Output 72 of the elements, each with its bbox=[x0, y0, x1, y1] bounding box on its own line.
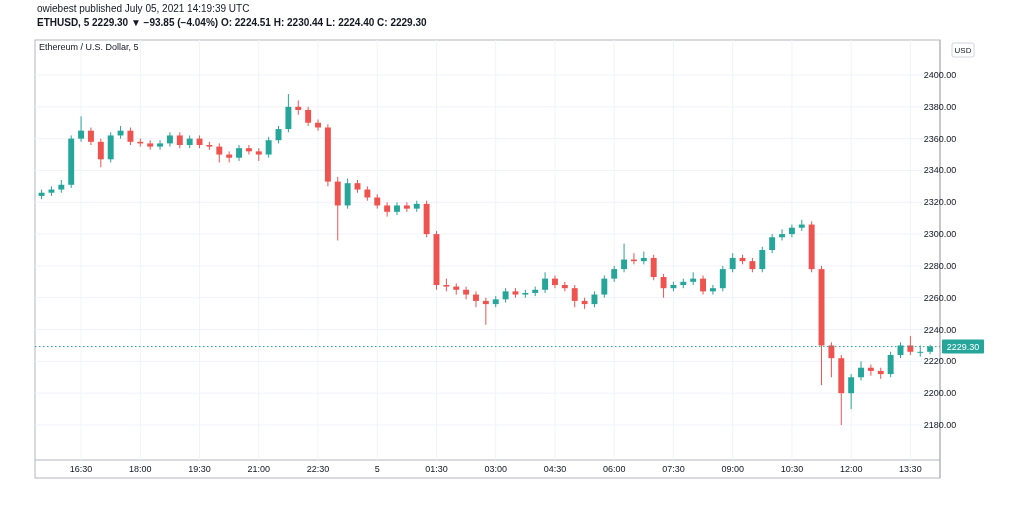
x-tick-label: 04:30 bbox=[543, 464, 567, 474]
x-tick-label: 09:00 bbox=[721, 464, 744, 474]
y-tick-label: 2240.00 bbox=[923, 324, 957, 335]
y-tick-label: 2400.00 bbox=[923, 70, 957, 80]
candlestick bbox=[344, 177, 351, 210]
x-tick-label: 01:30 bbox=[425, 464, 448, 474]
x-tick-label: 21:00 bbox=[247, 464, 271, 474]
candlestick bbox=[571, 284, 578, 308]
candlestick bbox=[660, 273, 667, 299]
y-tick-label: 2340.00 bbox=[923, 165, 957, 176]
candlestick bbox=[107, 131, 114, 163]
candlestick bbox=[384, 201, 391, 218]
candlestick bbox=[709, 284, 716, 296]
candlestick bbox=[779, 228, 785, 241]
candlestick bbox=[305, 106, 312, 127]
candlestick bbox=[265, 136, 272, 159]
y-tick-label: 2380.00 bbox=[923, 101, 957, 112]
candlestick bbox=[867, 364, 874, 377]
candlestick bbox=[315, 119, 321, 132]
ref-line-label: 2229.30 bbox=[946, 341, 980, 352]
y-tick-label: 2200.00 bbox=[923, 388, 957, 399]
x-tick-label: 06:00 bbox=[602, 464, 626, 474]
candlestick bbox=[473, 290, 479, 308]
x-tick-label: 10:30 bbox=[780, 464, 804, 474]
candlestick bbox=[828, 341, 835, 378]
x-tick-label: 5 bbox=[374, 464, 380, 474]
chart-title: Ethereum / U.S. Dollar, 5 bbox=[39, 42, 139, 52]
candlestick bbox=[621, 243, 628, 273]
candlestick bbox=[759, 246, 766, 273]
y-tick-label: 2300.00 bbox=[923, 229, 957, 240]
candlestick bbox=[334, 176, 341, 241]
candlestick bbox=[245, 144, 252, 156]
x-tick-label: 16:30 bbox=[69, 464, 93, 474]
candlestick bbox=[700, 274, 707, 296]
candlestick bbox=[166, 131, 173, 148]
candlestick bbox=[403, 201, 410, 213]
text: owiebest published July 05, 2021 14:19:39 UTC bbox=[37, 3, 250, 14]
candlestick bbox=[907, 335, 914, 356]
x-tick-label: 18:00 bbox=[129, 464, 152, 474]
x-tick-label: 03:00 bbox=[484, 464, 507, 474]
candlestick bbox=[769, 233, 776, 254]
candlestick bbox=[394, 201, 400, 216]
y-tick-label: 2260.00 bbox=[923, 292, 957, 303]
x-tick-label: 22:30 bbox=[306, 464, 330, 474]
candlestick bbox=[463, 286, 470, 300]
candlestick bbox=[216, 142, 223, 163]
candlestick bbox=[848, 373, 855, 410]
candlestick bbox=[482, 297, 489, 326]
candlestick bbox=[285, 93, 292, 133]
y-tick-label: 2280.00 bbox=[923, 260, 957, 271]
candlestick bbox=[542, 271, 549, 294]
candlestick bbox=[552, 274, 558, 289]
candlestick bbox=[97, 138, 104, 168]
y-tick-label: 2360.00 bbox=[923, 133, 957, 144]
candlestick bbox=[650, 254, 657, 281]
y-tick-label: 2180.00 bbox=[923, 420, 957, 430]
candlestick bbox=[788, 224, 795, 238]
candlestick bbox=[887, 351, 894, 378]
x-tick-label: 12:00 bbox=[839, 464, 863, 474]
candlestick bbox=[601, 274, 608, 299]
x-tick-label: 13:30 bbox=[899, 464, 922, 474]
candlestick bbox=[858, 360, 864, 381]
x-tick-label: 07:30 bbox=[662, 464, 685, 474]
y-axis-title: USD bbox=[954, 46, 972, 55]
y-tick-label: 2220.00 bbox=[923, 356, 957, 367]
candlestick bbox=[157, 139, 164, 151]
candlestick bbox=[729, 252, 736, 273]
y-tick-label: 2320.00 bbox=[923, 197, 957, 208]
text: ETHUSD, 5 2229.30 ▼ −93.85 (−4.04%) O: 2224.51 H: 2230.44 L: 2224.40 C: 2229.30 bbox=[37, 17, 428, 28]
candlestick bbox=[78, 115, 85, 143]
x-tick-label: 19:30 bbox=[188, 464, 211, 474]
candlestick bbox=[719, 265, 726, 292]
